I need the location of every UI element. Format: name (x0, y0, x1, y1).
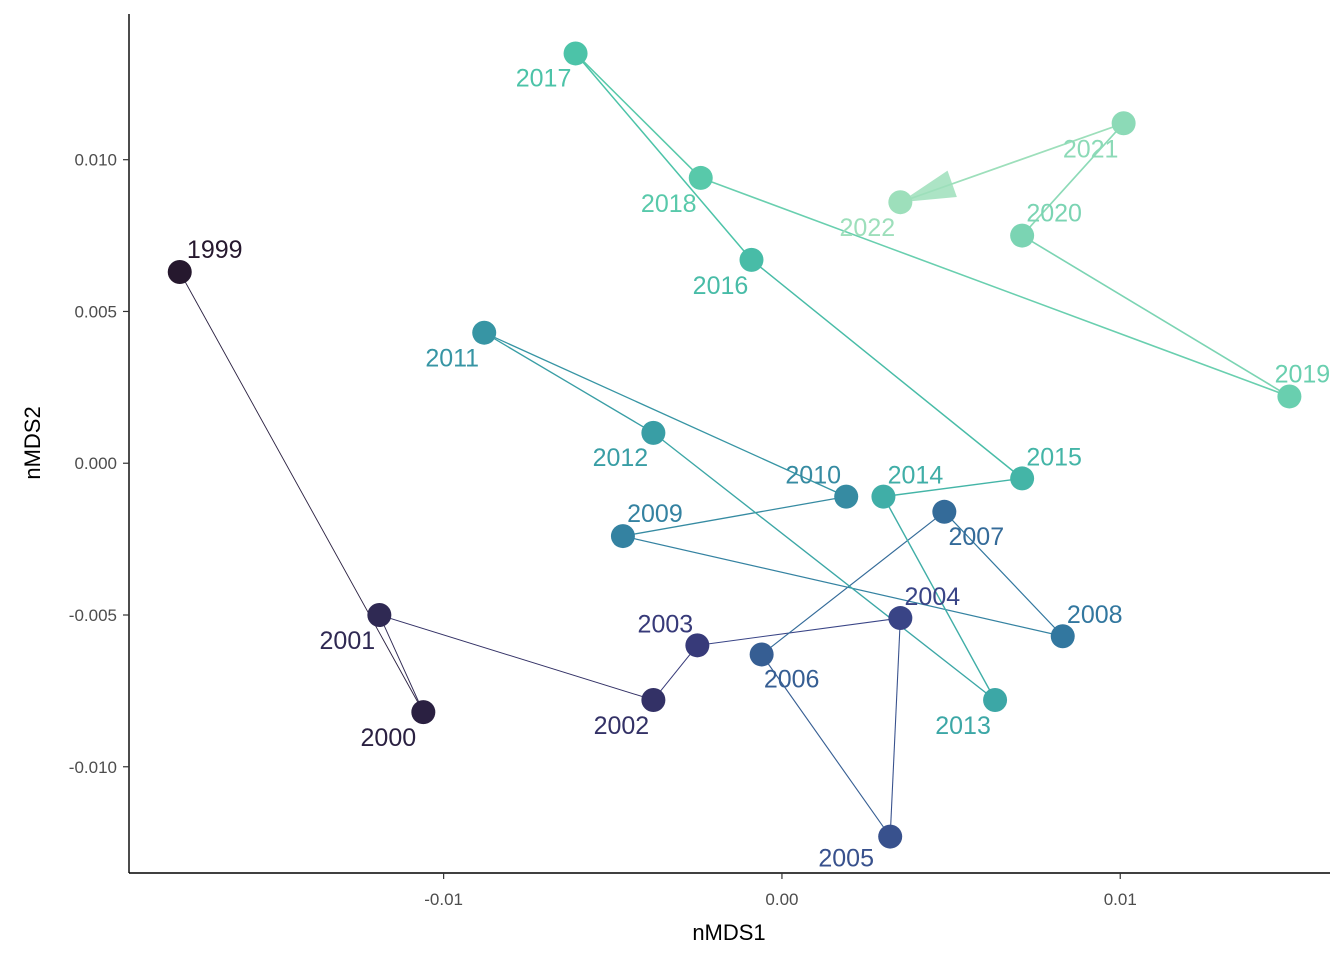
data-point-2005 (878, 824, 903, 849)
point-label-2022: 2022 (840, 214, 896, 242)
x-axis-title: nMDS1 (692, 920, 765, 945)
data-point-2002 (641, 687, 666, 712)
data-point-2010 (834, 484, 859, 509)
data-point-2022 (888, 190, 913, 215)
trajectory-segment (575, 52, 702, 179)
data-point-2016 (739, 247, 764, 272)
point-label-2004: 2004 (905, 583, 961, 611)
y-tick-label: 0.005 (74, 302, 117, 321)
trajectory-segment (889, 618, 901, 837)
x-ticks: -0.01 0.00 0.01 (424, 873, 1137, 909)
point-label-2006: 2006 (764, 665, 820, 693)
trajectory-segment (483, 332, 847, 498)
trajectory-segment (883, 477, 1023, 498)
trajectory-segment (761, 511, 945, 655)
trajectory-segment (751, 259, 1023, 479)
y-ticks: -0.010 -0.005 0.000 0.005 0.010 (69, 151, 129, 777)
data-point-2013 (983, 687, 1008, 712)
x-tick-label: 0.00 (765, 890, 798, 909)
point-label-2016: 2016 (693, 272, 749, 300)
data-point-2020 (1010, 223, 1035, 248)
trajectory-segment (1021, 122, 1125, 237)
trajectory-segment (483, 332, 654, 434)
trajectory-segments (179, 52, 1290, 837)
point-label-2015: 2015 (1026, 443, 1082, 471)
x-tick-label: -0.01 (424, 890, 463, 909)
point-label-2011: 2011 (425, 345, 479, 373)
trajectory-segment (622, 495, 847, 537)
point-label-2003: 2003 (638, 610, 694, 638)
data-point-2015 (1010, 466, 1035, 491)
point-label-2002: 2002 (594, 712, 650, 740)
point-label-1999: 1999 (187, 236, 243, 264)
data-point-2003 (685, 633, 710, 658)
data-point-2014 (871, 484, 896, 509)
data-points (167, 41, 1302, 849)
trajectory-segment (1021, 234, 1290, 398)
point-label-2001: 2001 (320, 627, 376, 655)
y-tick-label: 0.010 (74, 151, 117, 170)
data-point-2004 (888, 606, 913, 631)
trajectory-segment (882, 496, 996, 701)
data-point-1999 (167, 260, 192, 285)
point-label-2007: 2007 (949, 523, 1005, 551)
point-label-2020: 2020 (1026, 200, 1082, 228)
point-label-2008: 2008 (1067, 601, 1123, 629)
data-point-2017 (563, 41, 588, 66)
data-point-2007 (932, 499, 957, 524)
point-label-2017: 2017 (516, 64, 572, 92)
y-axis-title: nMDS2 (20, 406, 45, 479)
point-label-2014: 2014 (888, 462, 944, 490)
data-point-2011 (472, 320, 497, 345)
trajectory-segment (179, 271, 424, 713)
arrow-head (900, 170, 957, 203)
trajectory-segment (697, 617, 901, 646)
data-point-2001 (367, 602, 392, 627)
data-point-2019 (1277, 384, 1302, 409)
data-point-2008 (1050, 624, 1075, 649)
data-point-2021 (1111, 111, 1136, 136)
y-tick-label: -0.005 (69, 606, 117, 625)
trajectory-segment (652, 432, 996, 701)
trajectory-segment (574, 52, 753, 261)
y-tick-label: -0.010 (69, 758, 117, 777)
point-label-2005: 2005 (818, 845, 874, 873)
trajectory-segment (378, 614, 424, 713)
point-label-2012: 2012 (593, 444, 649, 472)
data-point-2006 (749, 642, 774, 667)
trajectory-segment (379, 614, 654, 701)
data-point-2012 (641, 420, 666, 445)
data-point-2018 (688, 165, 713, 190)
trajectory-segment (700, 177, 1290, 398)
data-point-2000 (411, 700, 436, 725)
point-label-2018: 2018 (641, 190, 697, 218)
trajectory-segment (761, 654, 891, 837)
axes (128, 14, 1330, 874)
x-tick-label: 0.01 (1104, 890, 1137, 909)
trajectory-segment (622, 535, 1063, 637)
point-label-2013: 2013 (935, 712, 991, 740)
y-tick-label: 0.000 (74, 454, 117, 473)
point-label-2010: 2010 (785, 462, 841, 490)
point-label-2000: 2000 (361, 724, 417, 752)
point-label-2021: 2021 (1063, 135, 1119, 163)
point-label-2009: 2009 (627, 500, 683, 528)
point-labels: 1999 2000 2001 2002 2003 2004 2005 2006 2007 2008… (187, 64, 1330, 872)
trajectory-segment (943, 511, 1064, 637)
point-label-2019: 2019 (1275, 360, 1331, 388)
data-point-2009 (610, 524, 635, 549)
trajectory-arrow (900, 170, 957, 203)
